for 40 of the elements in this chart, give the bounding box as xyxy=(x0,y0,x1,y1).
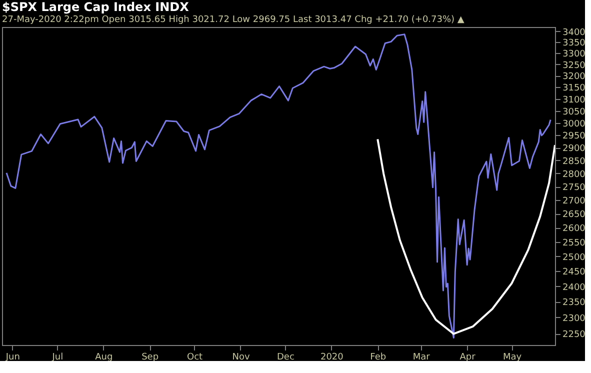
y-tick-label: 3050 xyxy=(562,107,586,118)
y-tick-label: 2400 xyxy=(562,282,586,293)
y-tick-label: 2550 xyxy=(562,238,586,248)
y-tick-label: 3000 xyxy=(562,119,586,130)
y-tick-label: 2450 xyxy=(562,268,586,278)
y-tick-label: 2750 xyxy=(562,183,586,194)
y-tick-label: 3150 xyxy=(562,84,586,94)
line-series xyxy=(6,34,552,339)
y-tick-label: 2350 xyxy=(562,298,586,308)
x-tick-label: Jul xyxy=(51,352,64,362)
y-tick-label: 2950 xyxy=(562,132,586,142)
chart-subtitle: 27-May-2020 2:22pm Open 3015.65 High 3021.72 Low 2969.75 Last 3013.47 Chg +21.70 (+0.73%) ▲ xyxy=(2,15,464,25)
y-tick-label: 3300 xyxy=(562,50,586,60)
x-tick-label: May xyxy=(502,352,522,362)
y-tick-label: 2900 xyxy=(562,144,586,154)
x-tick-label: 2020 xyxy=(320,352,344,362)
y-tick-label: 3100 xyxy=(562,95,586,106)
y-tick-label: 3250 xyxy=(562,60,586,71)
y-tick-label: 3400 xyxy=(562,28,586,38)
y-tick-label: 2650 xyxy=(562,210,586,220)
line-series xyxy=(376,138,555,335)
y-tick-label: 2250 xyxy=(562,330,586,340)
x-tick-label: Aug xyxy=(95,352,113,362)
x-tick-label: Jun xyxy=(4,352,20,362)
x-tick-label: Mar xyxy=(412,352,430,362)
y-tick-label: 2850 xyxy=(562,156,586,167)
y-tick-label: 2600 xyxy=(562,224,586,234)
y-tick-label: 2300 xyxy=(562,314,586,324)
y-tick-label: 2800 xyxy=(562,170,586,180)
x-tick-label: Nov xyxy=(232,352,250,362)
x-tick-label: Oct xyxy=(187,352,204,362)
x-tick-label: Apr xyxy=(460,352,476,362)
y-tick-label: 2500 xyxy=(562,252,586,263)
x-tick-label: Sep xyxy=(142,352,159,362)
chart-title: $SPX Large Cap Index INDX xyxy=(2,0,190,14)
y-tick-label: 2700 xyxy=(562,196,586,207)
x-tick-label: Feb xyxy=(370,352,386,362)
y-tick-label: 3200 xyxy=(562,72,586,82)
x-tick-label: Dec xyxy=(276,352,294,362)
y-tick-label: 3350 xyxy=(562,38,586,49)
